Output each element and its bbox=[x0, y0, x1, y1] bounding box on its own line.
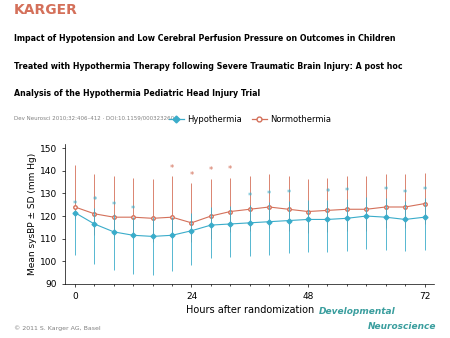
Text: *: * bbox=[267, 190, 271, 199]
Text: *: * bbox=[345, 187, 349, 196]
Text: *: * bbox=[228, 165, 233, 174]
Text: KARGER: KARGER bbox=[14, 3, 77, 17]
Text: Treated with Hypothermia Therapy following Severe Traumatic Brain Injury: A post: Treated with Hypothermia Therapy followi… bbox=[14, 62, 402, 71]
Text: Neuroscience: Neuroscience bbox=[368, 322, 436, 331]
Text: Analysis of the Hypothermia Pediatric Head Injury Trial: Analysis of the Hypothermia Pediatric He… bbox=[14, 90, 260, 98]
Text: *: * bbox=[248, 192, 252, 201]
Text: Dev Neurosci 2010;32:406–412 · DOI:10.1159/000323260: Dev Neurosci 2010;32:406–412 · DOI:10.11… bbox=[14, 116, 174, 121]
Text: Impact of Hypotension and Low Cerebral Perfusion Pressure on Outcomes in Childre: Impact of Hypotension and Low Cerebral P… bbox=[14, 34, 395, 43]
Text: *: * bbox=[189, 171, 194, 180]
Text: *: * bbox=[325, 188, 329, 197]
Text: *: * bbox=[287, 189, 291, 198]
Text: Developmental: Developmental bbox=[319, 307, 396, 316]
X-axis label: Hours after randomization: Hours after randomization bbox=[185, 306, 314, 315]
Text: *: * bbox=[209, 166, 213, 175]
Y-axis label: Mean sysBP ± SD (mm Hg): Mean sysBP ± SD (mm Hg) bbox=[28, 153, 37, 275]
Text: *: * bbox=[403, 189, 407, 198]
Text: © 2011 S. Karger AG, Basel: © 2011 S. Karger AG, Basel bbox=[14, 325, 100, 331]
Text: *: * bbox=[92, 196, 96, 205]
Text: *: * bbox=[383, 186, 388, 195]
Text: *: * bbox=[423, 186, 427, 195]
Text: *: * bbox=[131, 205, 135, 214]
Text: *: * bbox=[112, 201, 116, 210]
Text: *: * bbox=[73, 200, 77, 209]
Text: *: * bbox=[170, 164, 174, 173]
Legend: Hypothermia, Normothermia: Hypothermia, Normothermia bbox=[165, 111, 334, 127]
